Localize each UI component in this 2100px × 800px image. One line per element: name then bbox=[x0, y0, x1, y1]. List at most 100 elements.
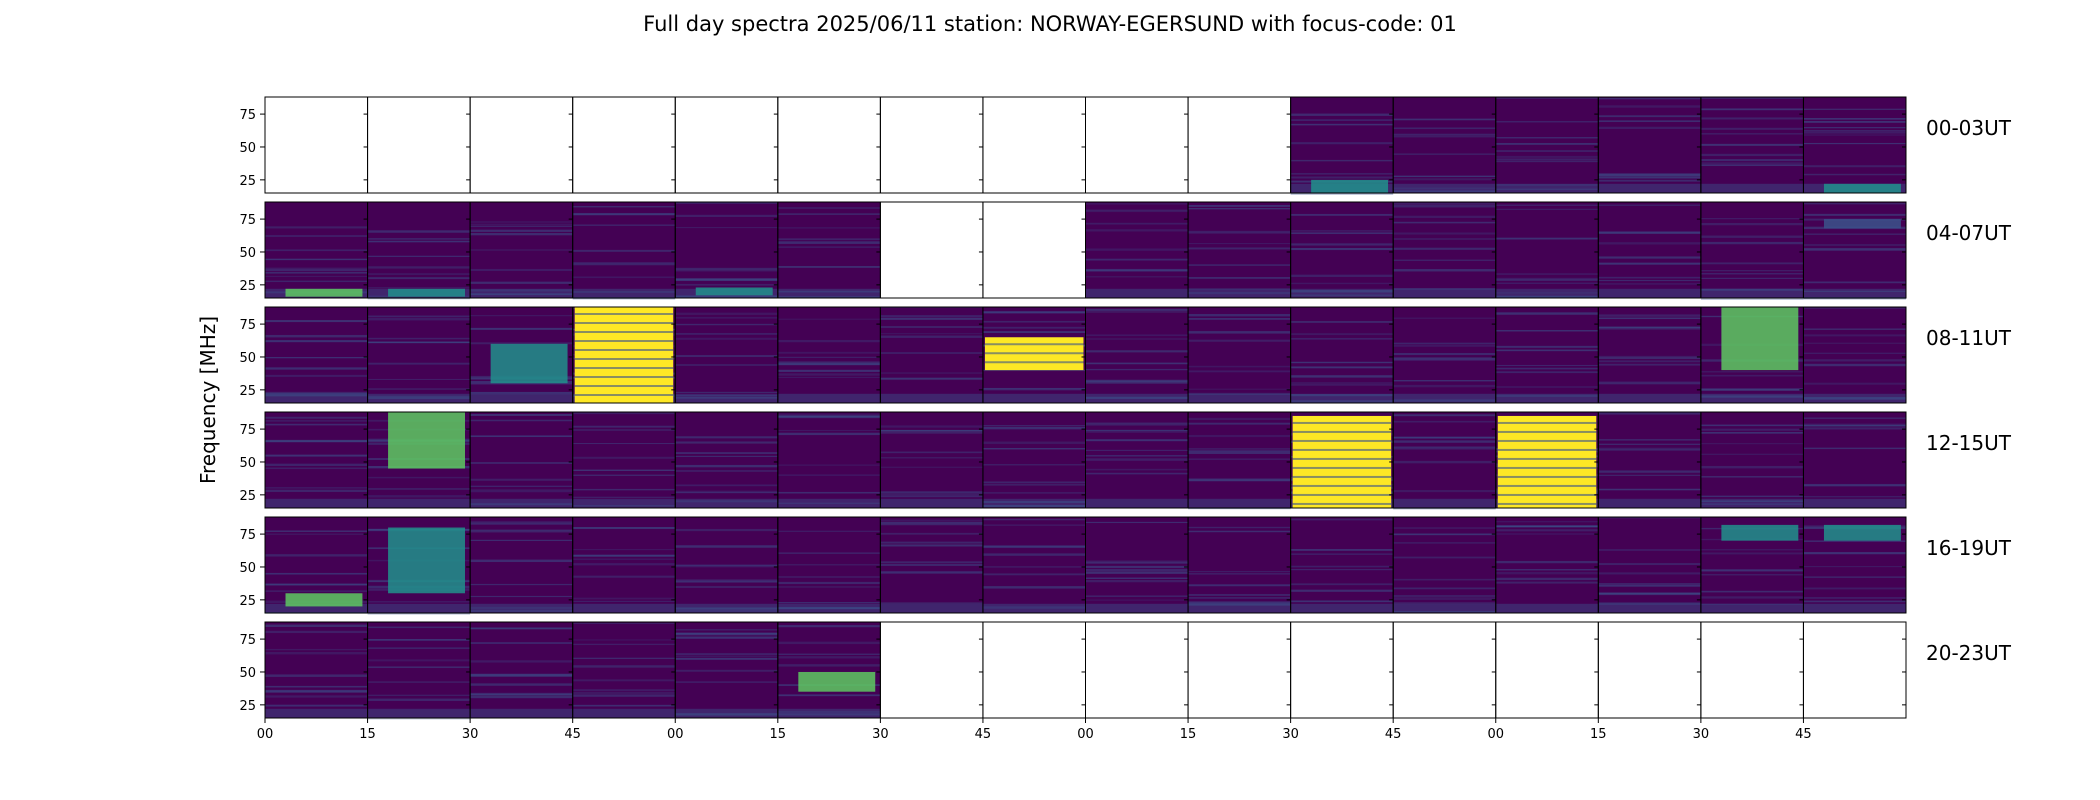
spectrum-texture bbox=[1700, 569, 1804, 572]
emission-band bbox=[1721, 524, 1799, 541]
spectrum-texture bbox=[572, 213, 676, 216]
spectrum-texture bbox=[470, 249, 573, 251]
spectrum-texture bbox=[1495, 273, 1599, 276]
low-band-noise bbox=[1290, 393, 1394, 403]
spectrum-texture bbox=[1598, 470, 1701, 472]
spectrum-texture bbox=[470, 695, 573, 699]
low-band-noise bbox=[982, 393, 1086, 403]
spectrum-texture bbox=[470, 223, 573, 225]
spectrum-texture bbox=[1290, 176, 1394, 179]
emission-stripe bbox=[574, 349, 674, 351]
low-band-noise bbox=[367, 603, 471, 613]
spectrum-texture bbox=[982, 483, 1086, 486]
spectrum-texture bbox=[1188, 231, 1291, 234]
spectrum-texture bbox=[367, 639, 471, 641]
spectrum-texture bbox=[675, 545, 778, 548]
spectrum-panel bbox=[1495, 97, 1599, 193]
emission-stripe bbox=[1292, 466, 1392, 469]
panel-frame bbox=[1802, 516, 1907, 614]
spectrum-panel bbox=[777, 202, 881, 298]
x-tick-label: 00 bbox=[257, 727, 274, 742]
spectrum-texture bbox=[675, 214, 778, 218]
spectrum-texture bbox=[777, 241, 881, 245]
spectrum-texture bbox=[1290, 382, 1394, 384]
spectrum-texture bbox=[1393, 205, 1496, 208]
spectrum-panel bbox=[1495, 202, 1599, 298]
spectrum-texture bbox=[1393, 357, 1496, 360]
spectrum-texture bbox=[1700, 428, 1804, 431]
panel-frame bbox=[1802, 96, 1907, 194]
spectrum-texture bbox=[675, 565, 778, 568]
spectrum-texture bbox=[1700, 476, 1804, 478]
spectrum-texture bbox=[1598, 572, 1701, 575]
spectrum-texture bbox=[777, 602, 881, 604]
spectrum-texture bbox=[675, 669, 778, 672]
spectrum-texture bbox=[367, 476, 471, 479]
spectrum-texture bbox=[265, 674, 368, 677]
spectrum-texture bbox=[777, 607, 881, 610]
spectrum-texture bbox=[367, 681, 471, 683]
low-band-noise bbox=[880, 498, 983, 508]
spectrum-texture bbox=[470, 462, 573, 464]
spectrum-texture bbox=[367, 277, 471, 280]
spectrum-texture bbox=[1803, 244, 1906, 246]
spectrum-texture bbox=[1803, 397, 1906, 400]
spectrum-texture bbox=[1393, 446, 1496, 449]
spectrum-texture bbox=[1598, 447, 1701, 451]
spectrum-panel bbox=[1290, 517, 1394, 613]
spectrum-texture bbox=[1598, 173, 1701, 176]
emission-stripe bbox=[1292, 448, 1392, 451]
spectrum-texture bbox=[1495, 345, 1599, 348]
x-tick-label: 30 bbox=[1282, 727, 1299, 742]
spectrum-texture bbox=[265, 463, 368, 466]
spectrum-panel bbox=[1188, 517, 1291, 613]
low-band-noise bbox=[1700, 393, 1804, 403]
spectrum-texture bbox=[1598, 126, 1701, 130]
spectrum-texture bbox=[367, 626, 471, 629]
spectrum-texture bbox=[982, 566, 1086, 568]
spectrum-texture bbox=[265, 690, 368, 693]
spectrum-texture bbox=[777, 464, 881, 466]
spectrum-texture bbox=[1085, 560, 1189, 563]
y-tick-label: 25 bbox=[239, 279, 256, 294]
spectrum-texture bbox=[265, 651, 368, 655]
spectrum-panel bbox=[1393, 97, 1496, 193]
spectrum-texture bbox=[982, 545, 1086, 549]
emission-stripe bbox=[574, 367, 674, 369]
spectrum-texture bbox=[880, 326, 983, 328]
spectrum-texture bbox=[1393, 398, 1496, 401]
spectrum-texture bbox=[1393, 135, 1496, 138]
spectrum-texture bbox=[675, 636, 778, 639]
spectrum-texture bbox=[1290, 589, 1394, 592]
spectrum-texture bbox=[1700, 443, 1804, 445]
spectrum-texture bbox=[1188, 314, 1291, 317]
spectrum-texture bbox=[1393, 527, 1496, 529]
spectrum-panel bbox=[1803, 412, 1906, 508]
emission-band bbox=[388, 412, 465, 469]
spectrum-texture bbox=[1085, 422, 1189, 425]
spectrum-texture bbox=[1495, 143, 1599, 145]
empty-panel bbox=[470, 97, 573, 193]
empty-panel bbox=[265, 97, 368, 193]
spectrum-texture bbox=[1290, 294, 1394, 297]
row-label: 00-03UT bbox=[1926, 116, 2012, 140]
emission-stripe bbox=[1292, 421, 1392, 424]
low-band-noise bbox=[470, 393, 573, 403]
spectrum-texture bbox=[777, 656, 881, 659]
low-band-noise bbox=[1598, 393, 1701, 403]
spectrum-panel bbox=[1803, 307, 1906, 403]
spectrum-texture bbox=[777, 413, 881, 416]
spectrum-texture bbox=[1598, 443, 1701, 445]
spectrum-texture bbox=[675, 713, 778, 716]
empty-panel bbox=[880, 622, 983, 718]
spectrum-texture bbox=[1803, 248, 1906, 251]
spectrum-texture bbox=[470, 521, 573, 524]
x-tick-label: 45 bbox=[564, 727, 581, 742]
spectrum-texture bbox=[777, 432, 881, 436]
spectrum-texture bbox=[265, 320, 368, 323]
spectrum-texture bbox=[675, 452, 778, 454]
spectrum-texture bbox=[470, 414, 573, 416]
spectrum-texture bbox=[1393, 269, 1496, 272]
panel-frame bbox=[1802, 201, 1907, 299]
x-tick-label: 30 bbox=[1693, 727, 1710, 742]
